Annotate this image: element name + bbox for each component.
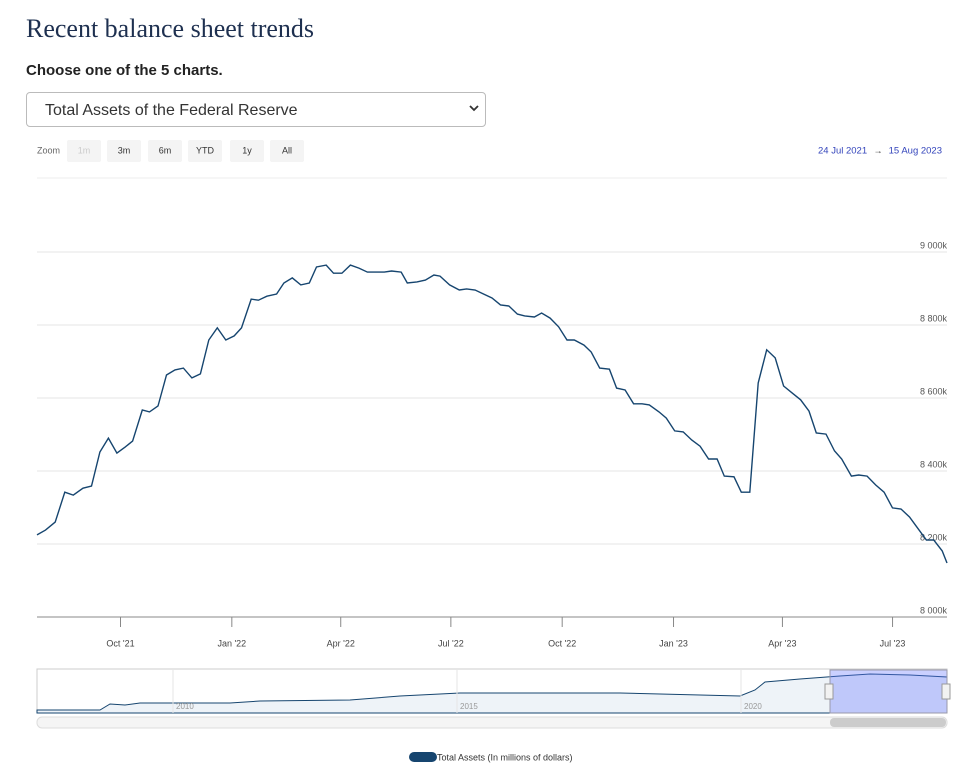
x-tick-label: Apr '23 <box>768 638 796 648</box>
range-arrow: → <box>874 145 883 155</box>
navigator-label: 2020 <box>744 702 762 711</box>
range-to[interactable]: 15 Aug 2023 <box>889 146 942 157</box>
navigator-label: 2010 <box>176 702 194 711</box>
zoom-button[interactable] <box>270 140 304 162</box>
zoom-button-label[interactable]: YTD <box>196 145 215 155</box>
zoom-button[interactable] <box>148 140 182 162</box>
navigator-series <box>36 673 948 714</box>
navigator-handle[interactable] <box>941 683 951 700</box>
x-tick-label: Jul '22 <box>438 638 464 648</box>
navigator-mask[interactable] <box>829 669 948 714</box>
select-value[interactable]: Total Assets of the Federal Reserve <box>45 102 298 119</box>
navigator-label: 2015 <box>460 702 478 711</box>
y-tick-label: 8 400k <box>920 459 948 469</box>
zoom-button[interactable] <box>107 140 141 162</box>
x-tick-label: Jul '23 <box>880 638 906 648</box>
page-title: Recent balance sheet trends <box>26 14 315 43</box>
y-tick-label: 8 800k <box>920 313 948 323</box>
chart-select[interactable]: Total Assets of the Federal Reserve <box>26 92 486 127</box>
x-tick-label: Jan '22 <box>217 638 246 648</box>
zoom-button-label[interactable]: 1y <box>242 145 252 155</box>
chevron <box>469 105 479 112</box>
zoom-button-label[interactable]: All <box>282 145 292 155</box>
y-tick-label: 9 000k <box>920 240 948 250</box>
legend-label[interactable]: Total Assets (In millions of dollars) <box>437 752 573 762</box>
zoom-button[interactable] <box>230 140 264 162</box>
legend-symbol[interactable] <box>409 752 437 762</box>
y-tick-label: 8 200k <box>920 532 948 542</box>
range-from[interactable]: 24 Jul 2021 <box>818 146 867 157</box>
zoom-button-label[interactable]: 6m <box>159 145 172 155</box>
x-tick-label: Apr '22 <box>327 638 355 648</box>
series-line <box>36 264 948 564</box>
prompt: Choose one of the 5 charts. <box>26 62 223 79</box>
navigator-handle[interactable] <box>824 683 834 700</box>
zoom-button-label[interactable]: 3m <box>118 145 131 155</box>
scrollbar-track[interactable] <box>36 716 948 729</box>
zoom-button[interactable] <box>67 140 101 162</box>
y-tick-label: 8 000k <box>920 605 948 615</box>
zoom-label: Zoom <box>37 145 60 155</box>
scrollbar-thumb[interactable] <box>830 718 946 727</box>
zoom-button-label[interactable]: 1m <box>78 145 91 155</box>
x-tick-label: Oct '22 <box>548 638 576 648</box>
zoom-button[interactable] <box>188 140 222 162</box>
x-tick-label: Oct '21 <box>106 638 134 648</box>
x-tick-label: Jan '23 <box>659 638 688 648</box>
y-tick-label: 8 600k <box>920 386 948 396</box>
